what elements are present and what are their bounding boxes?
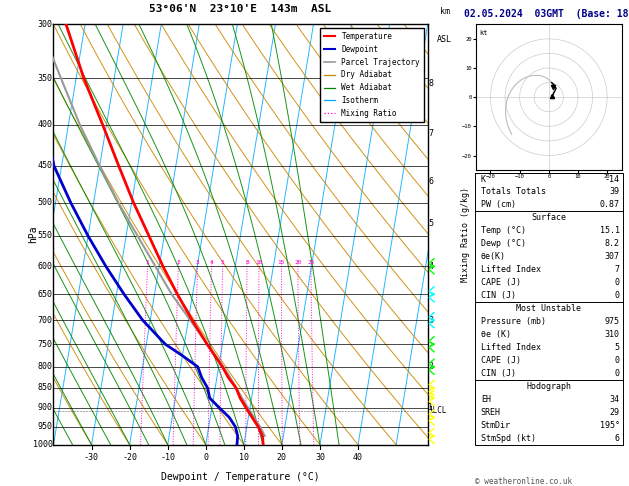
- Text: 8.2: 8.2: [604, 239, 620, 248]
- Text: 700: 700: [38, 315, 53, 325]
- Text: CIN (J): CIN (J): [481, 291, 516, 300]
- Text: 15: 15: [278, 260, 285, 265]
- Text: CAPE (J): CAPE (J): [481, 356, 521, 365]
- Text: 0.87: 0.87: [600, 200, 620, 209]
- Text: -10: -10: [160, 453, 175, 462]
- Text: 3: 3: [196, 260, 199, 265]
- Text: 02.05.2024  03GMT  (Base: 18): 02.05.2024 03GMT (Base: 18): [464, 9, 629, 19]
- Text: 450: 450: [38, 161, 53, 171]
- Text: Pressure (mb): Pressure (mb): [481, 317, 546, 326]
- Text: © weatheronline.co.uk: © weatheronline.co.uk: [475, 477, 572, 486]
- Text: Dewp (°C): Dewp (°C): [481, 239, 526, 248]
- Text: 5: 5: [428, 219, 433, 227]
- Text: 1000: 1000: [33, 440, 53, 449]
- Text: 6: 6: [615, 434, 620, 443]
- Text: Mixing Ratio (g/kg): Mixing Ratio (g/kg): [460, 187, 470, 282]
- Text: Lifted Index: Lifted Index: [481, 343, 541, 352]
- Text: Dewpoint / Temperature (°C): Dewpoint / Temperature (°C): [161, 472, 320, 482]
- Text: 4: 4: [428, 262, 433, 271]
- Text: 550: 550: [38, 231, 53, 241]
- Text: StmDir: StmDir: [481, 421, 511, 430]
- Text: 7: 7: [428, 129, 433, 138]
- Text: 307: 307: [604, 252, 620, 261]
- Text: 0: 0: [615, 278, 620, 287]
- Text: 1LCL: 1LCL: [428, 406, 447, 416]
- Text: K: K: [481, 174, 486, 184]
- Text: 400: 400: [38, 120, 53, 129]
- Text: 0: 0: [615, 356, 620, 365]
- Text: 10: 10: [255, 260, 263, 265]
- Text: 850: 850: [38, 383, 53, 392]
- Text: SREH: SREH: [481, 408, 501, 417]
- Text: 300: 300: [38, 20, 53, 29]
- Text: 800: 800: [38, 362, 53, 371]
- Text: 310: 310: [604, 330, 620, 339]
- Text: 5: 5: [221, 260, 225, 265]
- Text: 600: 600: [38, 262, 53, 271]
- Text: Surface: Surface: [532, 213, 566, 223]
- Text: 8: 8: [428, 79, 433, 87]
- Text: 53°06'N  23°10'E  143m  ASL: 53°06'N 23°10'E 143m ASL: [150, 4, 331, 14]
- Text: 195°: 195°: [600, 421, 620, 430]
- Text: 2: 2: [428, 362, 433, 371]
- Text: 4: 4: [209, 260, 213, 265]
- Text: -20: -20: [122, 453, 137, 462]
- Text: 39: 39: [610, 188, 620, 196]
- Text: 0: 0: [615, 369, 620, 378]
- Text: 8: 8: [245, 260, 249, 265]
- Text: kt: kt: [479, 30, 487, 36]
- Text: 500: 500: [38, 198, 53, 207]
- Text: 0: 0: [615, 291, 620, 300]
- Text: 750: 750: [38, 340, 53, 349]
- Text: CIN (J): CIN (J): [481, 369, 516, 378]
- Text: 900: 900: [38, 403, 53, 413]
- Text: StmSpd (kt): StmSpd (kt): [481, 434, 536, 443]
- Text: 25: 25: [307, 260, 314, 265]
- Text: Most Unstable: Most Unstable: [516, 304, 581, 313]
- Text: 1: 1: [428, 403, 433, 413]
- Text: 10: 10: [239, 453, 249, 462]
- Text: 6: 6: [428, 176, 433, 186]
- Text: hPa: hPa: [28, 226, 38, 243]
- Text: 2: 2: [177, 260, 181, 265]
- Text: 5: 5: [615, 343, 620, 352]
- Text: θe (K): θe (K): [481, 330, 511, 339]
- Text: 30: 30: [315, 453, 325, 462]
- Text: 0: 0: [203, 453, 208, 462]
- Text: Lifted Index: Lifted Index: [481, 265, 541, 274]
- Text: Totals Totals: Totals Totals: [481, 188, 546, 196]
- Text: CAPE (J): CAPE (J): [481, 278, 521, 287]
- Text: 20: 20: [294, 260, 302, 265]
- Text: 20: 20: [277, 453, 287, 462]
- Text: km: km: [440, 7, 450, 16]
- Text: 40: 40: [353, 453, 363, 462]
- Text: 1: 1: [146, 260, 150, 265]
- Text: -30: -30: [84, 453, 99, 462]
- Text: EH: EH: [481, 395, 491, 404]
- Text: 3: 3: [428, 315, 433, 325]
- Legend: Temperature, Dewpoint, Parcel Trajectory, Dry Adiabat, Wet Adiabat, Isotherm, Mi: Temperature, Dewpoint, Parcel Trajectory…: [320, 28, 424, 122]
- Text: 650: 650: [38, 290, 53, 299]
- Text: 15.1: 15.1: [600, 226, 620, 235]
- Text: 29: 29: [610, 408, 620, 417]
- Text: PW (cm): PW (cm): [481, 200, 516, 209]
- Text: 350: 350: [38, 73, 53, 83]
- Text: Hodograph: Hodograph: [526, 382, 571, 391]
- Text: ASL: ASL: [437, 35, 452, 44]
- Text: Temp (°C): Temp (°C): [481, 226, 526, 235]
- Text: 7: 7: [615, 265, 620, 274]
- Text: -14: -14: [604, 174, 620, 184]
- Text: 34: 34: [610, 395, 620, 404]
- Text: 975: 975: [604, 317, 620, 326]
- Text: θe(K): θe(K): [481, 252, 506, 261]
- Text: 950: 950: [38, 422, 53, 431]
